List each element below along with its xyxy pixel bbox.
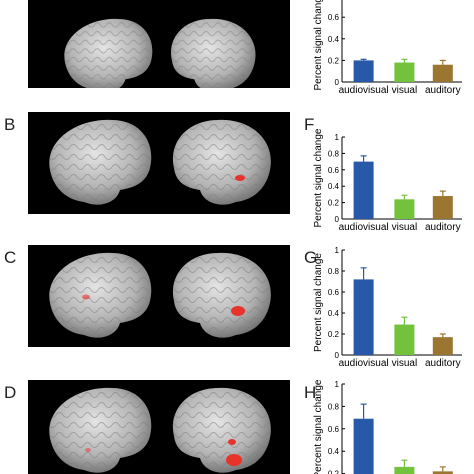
y-tick-label: 1	[335, 133, 340, 142]
category-label: audiovisual	[339, 358, 389, 369]
bar-audiovisual	[353, 418, 374, 474]
right-hemisphere	[172, 119, 271, 205]
bar-audiovisual	[353, 279, 374, 355]
y-tick-label: 0.4	[328, 182, 340, 191]
category-label: audiovisual	[339, 85, 389, 96]
right-hemisphere	[172, 252, 271, 338]
bar-visual	[394, 62, 415, 82]
activation-cluster	[82, 294, 90, 300]
y-axis-label: Percent signal change	[313, 379, 324, 474]
y-tick-label: 0.2	[328, 56, 340, 65]
bar-audiovisual	[353, 60, 374, 82]
bar-auditory	[432, 64, 453, 82]
y-axis-label: Percent signal change	[313, 0, 324, 90]
bar-auditory	[432, 196, 453, 219]
y-tick-label: 0.6	[328, 13, 340, 22]
y-tick-label: 0.2	[328, 199, 340, 208]
y-tick-label: 1	[335, 246, 340, 255]
category-label: visual	[392, 358, 418, 369]
category-label: audiovisual	[339, 222, 389, 233]
category-label: auditory	[425, 358, 461, 369]
right-hemisphere	[171, 18, 256, 88]
y-axis-label: Percent signal change	[313, 128, 324, 227]
activation-cluster	[226, 454, 242, 466]
y-tick-label: 0	[335, 215, 340, 224]
left-hemisphere	[49, 252, 152, 338]
category-label: visual	[392, 222, 418, 233]
y-tick-label: 0.6	[328, 288, 340, 297]
y-tick-label: 0.8	[328, 149, 340, 158]
bar-visual	[394, 466, 415, 474]
y-tick-label: 0.6	[328, 425, 340, 434]
activation-cluster	[85, 448, 91, 452]
y-tick-label: 0.2	[328, 470, 340, 474]
brain-render-panel-b	[28, 112, 290, 214]
y-tick-label: 0.4	[328, 35, 340, 44]
panel-label-b: B	[4, 115, 16, 134]
left-hemisphere	[49, 119, 152, 205]
brain-render-d-svg	[49, 387, 271, 473]
bar-audiovisual	[353, 161, 374, 219]
y-tick-label: 0.4	[328, 309, 340, 318]
bar-visual	[394, 199, 415, 219]
brain-render-panel-a	[28, 0, 290, 88]
panel-label-h: H	[304, 383, 317, 402]
bar-auditory	[432, 471, 453, 474]
panel-label-g: G	[304, 248, 318, 267]
category-label: visual	[392, 85, 418, 96]
panel-label-f: F	[304, 115, 315, 134]
category-label: auditory	[425, 85, 461, 96]
brain-render-a-svg	[64, 18, 256, 88]
panel-label-c: C	[4, 248, 17, 267]
right-hemisphere	[172, 387, 271, 473]
y-tick-label: 0.2	[328, 330, 340, 339]
activation-cluster	[231, 306, 245, 316]
y-tick-label: 0.4	[328, 447, 340, 456]
brain-render-b-svg	[49, 119, 271, 205]
left-hemisphere	[64, 18, 153, 88]
left-hemisphere	[49, 387, 152, 473]
panel-label-d: D	[4, 383, 17, 402]
y-axis-label: Percent signal change	[313, 253, 324, 352]
y-tick-label: 1	[335, 380, 340, 389]
brain-render-panel-d	[28, 380, 290, 474]
activation-cluster	[235, 175, 245, 181]
y-tick-label: 0.6	[328, 166, 340, 175]
y-tick-label: 0	[335, 351, 340, 360]
y-tick-label: 0.8	[328, 0, 340, 1]
bar-visual	[394, 324, 415, 355]
y-tick-label: 0.8	[328, 267, 340, 276]
y-tick-label: 0.8	[328, 402, 340, 411]
bar-auditory	[432, 337, 453, 355]
activation-cluster	[228, 439, 236, 445]
y-tick-label: 0	[335, 78, 340, 87]
brain-render-panel-c	[28, 245, 290, 347]
category-label: auditory	[425, 222, 461, 233]
brain-render-c-svg	[49, 252, 271, 338]
